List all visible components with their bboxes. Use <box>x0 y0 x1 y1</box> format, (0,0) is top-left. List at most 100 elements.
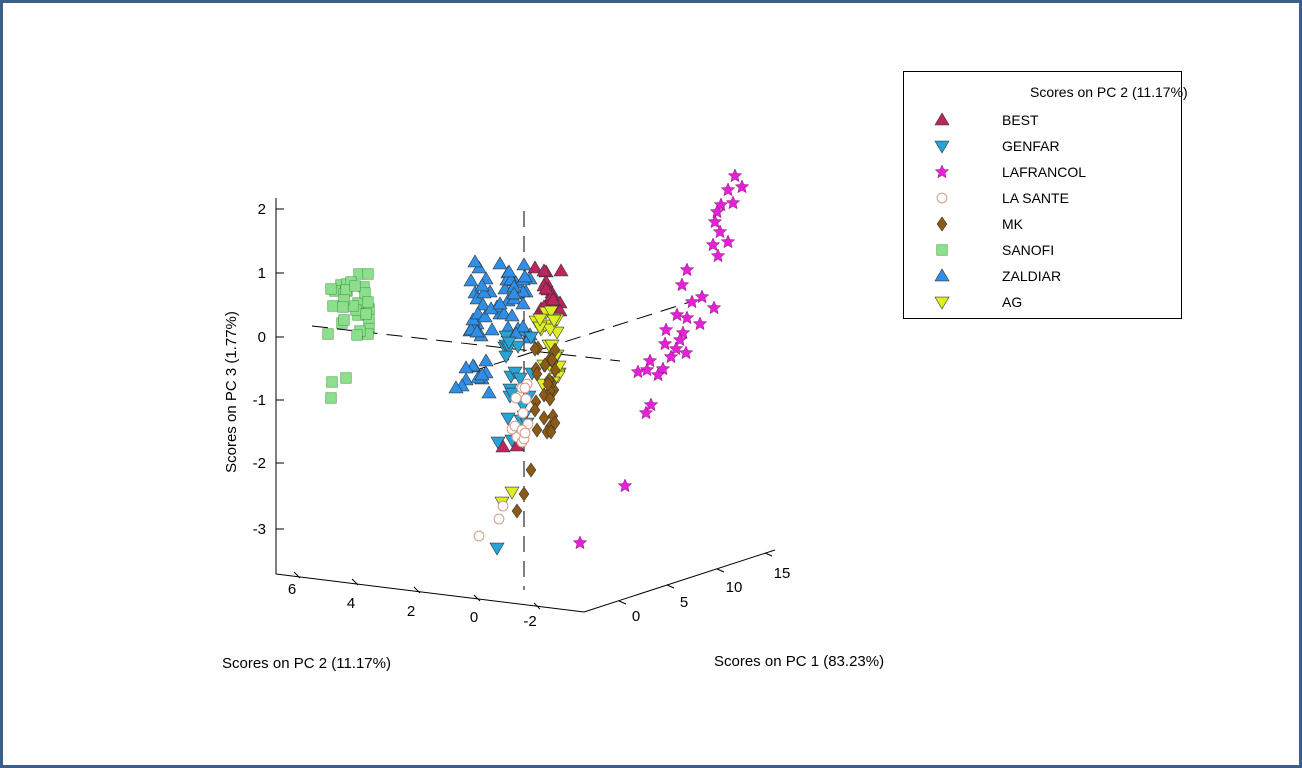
data-point <box>515 319 531 333</box>
data-point <box>326 376 338 388</box>
data-point <box>512 372 528 386</box>
y-tick-label: -2 <box>523 613 536 630</box>
data-point <box>498 350 514 364</box>
data-point <box>545 424 557 440</box>
legend-marker <box>934 112 950 126</box>
data-point <box>529 402 541 418</box>
data-point <box>553 263 569 277</box>
data-point <box>543 305 559 319</box>
data-point <box>710 248 726 263</box>
legend-marker <box>936 192 948 204</box>
data-point <box>638 405 654 420</box>
x-tick-label: 5 <box>680 594 688 611</box>
data-point <box>495 439 511 453</box>
z-tick-label: -1 <box>253 392 266 409</box>
data-point <box>506 286 522 300</box>
data-point <box>517 269 533 283</box>
data-point <box>527 260 543 274</box>
legend-marker <box>936 244 948 256</box>
legend-label: AG <box>1002 294 1023 310</box>
data-point <box>642 353 658 368</box>
data-point <box>351 329 363 341</box>
data-point <box>360 308 372 320</box>
data-point <box>694 289 710 304</box>
series-genfar <box>489 330 540 556</box>
data-point <box>519 382 531 394</box>
x-tick-label: 10 <box>726 579 743 596</box>
x-tick-label: 15 <box>774 565 791 582</box>
data-point <box>337 301 349 313</box>
y-axis-line <box>275 573 585 613</box>
legend-item: AG <box>904 292 1174 316</box>
data-point <box>520 393 532 405</box>
legend-marker-icon <box>934 268 950 282</box>
legend-item: ZALDIAR <box>904 266 1174 290</box>
data-point <box>500 412 516 426</box>
data-point <box>508 326 524 340</box>
x-tick <box>618 600 627 605</box>
data-point <box>325 392 337 404</box>
z-tick-label: 1 <box>258 265 266 282</box>
data-point <box>725 195 741 210</box>
legend-marker <box>934 268 950 282</box>
data-point <box>493 513 505 525</box>
data-point <box>510 392 522 404</box>
data-point <box>538 281 554 295</box>
data-point <box>650 367 666 382</box>
data-point <box>478 353 494 367</box>
z-tick-label: -3 <box>253 521 266 538</box>
data-point <box>516 257 532 271</box>
legend-item: LA SANTE <box>904 188 1174 212</box>
data-point <box>643 397 659 412</box>
data-point <box>501 336 517 350</box>
y-axis-label: Scores on PC 2 (11.17%) <box>222 655 391 672</box>
legend-item: MK <box>904 214 1174 238</box>
data-point <box>518 486 530 502</box>
data-point <box>349 280 361 292</box>
data-point <box>720 182 736 197</box>
z-tick-label: 2 <box>258 201 266 218</box>
legend-label: SANOFI <box>1002 242 1055 258</box>
legend-marker-icon <box>936 192 948 204</box>
data-point <box>639 362 655 377</box>
series-mk <box>511 340 561 519</box>
data-point <box>529 341 541 357</box>
y-tick-label: 6 <box>288 581 296 598</box>
data-point <box>546 314 562 328</box>
data-point <box>475 297 491 311</box>
data-point <box>473 530 485 542</box>
data-point <box>709 204 725 219</box>
data-point <box>515 296 531 310</box>
data-point <box>544 391 556 407</box>
data-point <box>539 357 551 373</box>
legend-label: ZALDIAR <box>1002 268 1062 284</box>
data-point <box>484 322 500 336</box>
data-point <box>511 503 523 519</box>
legend-item: LAFRANCOL <box>904 162 1174 186</box>
data-point <box>517 407 529 419</box>
data-point <box>497 500 509 512</box>
data-point <box>340 372 352 384</box>
x-axis-line <box>583 549 776 613</box>
data-point <box>519 427 531 439</box>
data-point <box>463 273 479 287</box>
data-point <box>477 309 493 323</box>
data-point <box>448 380 464 394</box>
legend-marker-icon <box>934 296 950 310</box>
data-point <box>492 296 508 310</box>
data-point <box>669 307 685 322</box>
data-point <box>496 306 512 320</box>
data-point <box>525 462 537 478</box>
data-point <box>481 385 497 399</box>
y-tick <box>473 594 481 602</box>
data-point <box>362 268 374 280</box>
points-group <box>322 168 750 556</box>
data-point <box>510 340 526 354</box>
data-point <box>532 313 548 327</box>
series-sanofi <box>322 268 375 404</box>
legend-marker <box>934 164 950 179</box>
data-point <box>458 360 474 374</box>
legend-marker <box>934 296 950 310</box>
